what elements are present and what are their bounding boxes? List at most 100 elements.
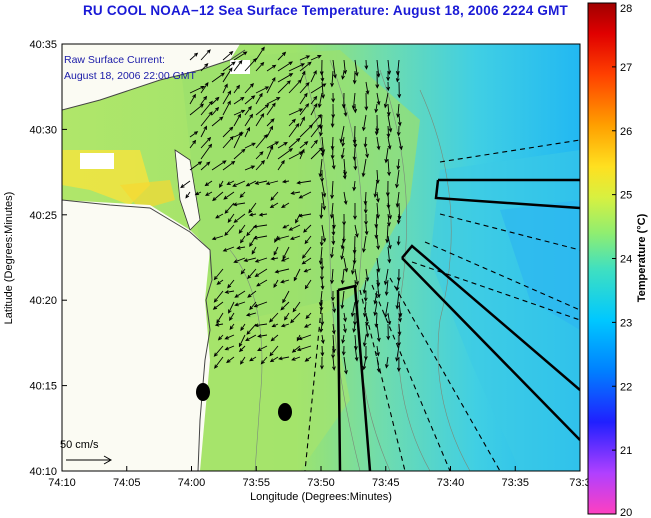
current-vector [224,224,235,237]
current-vector [376,279,381,299]
current-vector [278,356,290,361]
current-vector [253,301,268,308]
current-vector [376,257,381,273]
current-vector [189,161,203,171]
current-vector [245,334,257,342]
current-vector [255,46,265,61]
current-vector [303,323,312,328]
current-vector [386,323,391,341]
current-vector [305,312,312,320]
x-axis-ticks: 74:10 74:05 74:00 73:55 73:50 73:45 73:40 73:35… [48,466,591,489]
cold-region-east [500,200,580,330]
current-vector [319,235,324,247]
current-vector [244,105,252,116]
current-vector [320,334,325,345]
y-tick-label: 40:35 [29,39,57,51]
current-vector [376,323,381,343]
current-vector [340,290,345,310]
current-vector [330,180,334,200]
current-vector [353,103,358,114]
current-vector [229,323,235,331]
current-vector [341,334,346,344]
current-vector [310,123,322,138]
current-vector [383,301,389,319]
current-vector [354,290,359,305]
current-vector [304,356,312,362]
colorbar-tick-label: 22 [620,381,632,393]
radar-site-2 [278,403,292,421]
current-vector [299,55,311,61]
current-vector [266,145,274,160]
current-vector [396,356,401,373]
x-tick-label: 74:05 [113,477,141,489]
current-vector [258,212,268,217]
current-vector [234,290,246,298]
current-vector [233,257,246,263]
current-vector [398,136,403,151]
current-vector [265,180,279,186]
current-vector [266,77,276,94]
current-vector [200,143,213,160]
current-vector [376,59,381,78]
current-vector [340,246,345,261]
current-vector [396,103,400,118]
current-vector [319,268,324,281]
current-vector [240,356,246,365]
current-vector [268,312,279,323]
current-vector [211,116,224,127]
current-vector [353,136,358,149]
current-vector [374,125,379,136]
current-vector [290,191,301,195]
current-vector [222,126,234,138]
current-vector [280,301,290,311]
current-vector [341,70,345,80]
current-vector [227,279,235,289]
current-vector [330,290,335,302]
current-vector [226,356,235,364]
current-vector [354,268,359,286]
current-vector [189,139,197,149]
current-vector [257,334,268,338]
current-vector [395,290,400,310]
current-vector [282,224,290,229]
current-vector [224,345,235,351]
current-vector [234,301,246,307]
current-vector [277,159,285,171]
x-tick-label: 73:50 [307,477,335,489]
current-vector [353,279,358,290]
current-vector [343,103,348,117]
current-vector [310,147,323,160]
current-vector [331,158,336,170]
colorbar-tick-label: 27 [620,62,632,74]
current-vector [247,290,257,298]
current-vector [351,92,356,110]
current-vector [375,70,380,89]
current-vector [364,92,369,111]
current-vector [200,125,207,138]
current-vector [211,96,220,105]
current-vector [365,268,370,282]
current-vector [384,356,389,369]
current-vector [362,235,367,253]
current-vector [213,345,224,357]
current-vector [280,202,290,208]
current-vector [255,151,264,160]
current-vector [238,224,246,234]
current-vector [331,323,336,335]
current-vector [244,142,256,149]
current-vector [254,180,268,185]
current-vector [233,84,241,94]
current-vector [330,70,334,88]
current-vector [354,224,359,238]
current-vector [310,114,322,127]
current-vector [239,191,246,198]
current-vector [395,169,400,189]
current-vector [299,92,308,105]
current-vector [387,202,392,220]
current-vector [228,301,235,314]
current-vector [386,103,391,117]
current-vector [310,102,318,116]
current-vector [384,147,389,164]
current-vector [255,133,268,149]
current-vector [376,191,380,203]
